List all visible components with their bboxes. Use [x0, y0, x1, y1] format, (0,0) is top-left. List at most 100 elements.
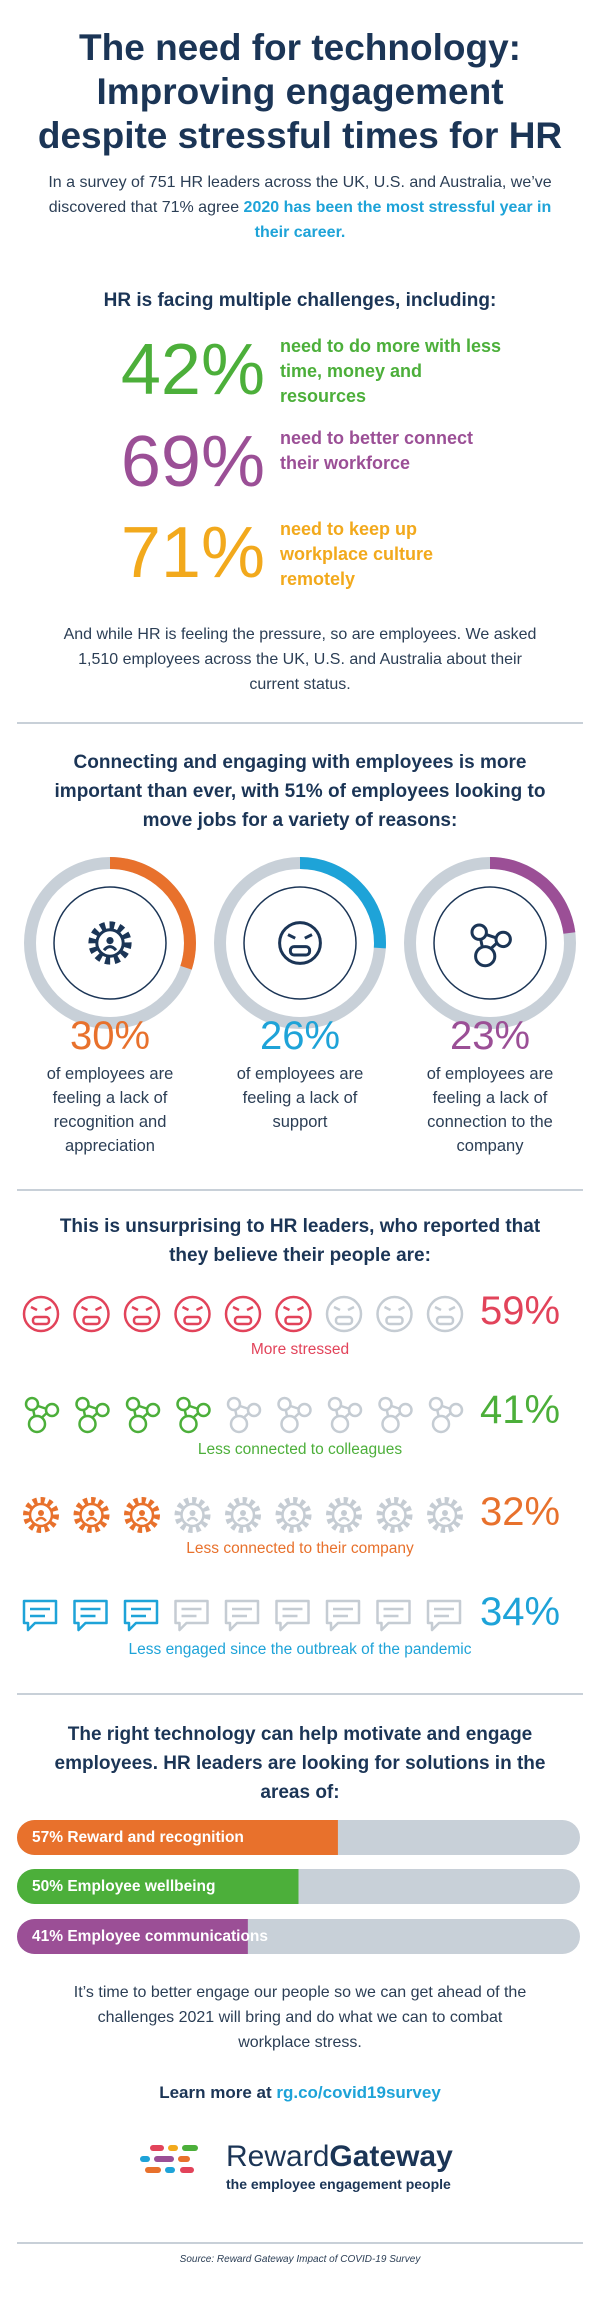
icon-part [106, 937, 114, 945]
icon-part [376, 1599, 411, 1632]
stat-number: 34% [480, 1590, 561, 1634]
icon-part [338, 1516, 350, 1522]
stat-text: need to keep up workplace culture remote… [280, 519, 434, 589]
stat-label: Less engaged since the outbreak of the p… [128, 1641, 472, 1658]
icon-part [85, 1516, 98, 1522]
icon-filled [73, 1599, 108, 1632]
icon-part [136, 1516, 148, 1522]
icon-filled [73, 1497, 110, 1533]
icon-empty [325, 1599, 361, 1632]
section-heading: Connecting and engaging with employees i… [54, 752, 546, 831]
icon-part [290, 1510, 297, 1516]
icon-part [224, 1599, 260, 1632]
donut-inner [433, 886, 547, 1000]
icon-part [376, 1497, 413, 1533]
icon-part [233, 1315, 253, 1326]
icon-part [383, 1305, 406, 1312]
icon-part [181, 1607, 202, 1618]
icon-empty [174, 1497, 211, 1533]
icon-part [124, 1497, 160, 1533]
icon-part [145, 1402, 161, 1418]
icon-part [237, 1516, 249, 1522]
icon-part [327, 1396, 343, 1412]
icon-part [347, 1402, 363, 1418]
icon-part [73, 1295, 110, 1333]
icon-filled [23, 1497, 59, 1533]
icon-empty [275, 1599, 310, 1632]
icon-part [82, 1315, 101, 1326]
intro-text: In a survey of 751 HR leaders across the… [48, 174, 552, 216]
icon-part [278, 921, 322, 965]
source: Source: Reward Gateway Impact of COVID-1… [179, 2254, 421, 2265]
donut-icon [470, 923, 512, 968]
icon-part [287, 933, 313, 940]
donut-icon [88, 921, 132, 965]
stat-text: of employees are feeling a lack of recog… [46, 1065, 174, 1155]
icon-part [494, 930, 512, 949]
icon-part [226, 1396, 242, 1412]
stat-text: of employees are feeling a lack of conne… [426, 1065, 554, 1155]
icon-empty [224, 1599, 260, 1632]
stat-number: 30% [69, 1014, 151, 1058]
icon-part [183, 1315, 202, 1326]
icon-part [186, 1516, 199, 1522]
icon-filled [224, 1295, 262, 1333]
icon-part [232, 1305, 254, 1312]
icon-part [189, 1510, 196, 1516]
icon-filled [174, 1295, 211, 1333]
icon-part [232, 1607, 252, 1618]
link[interactable]: rg.co/covid19survey [276, 2083, 441, 2102]
learn-more: Learn more at rg.co/covid19survey [0, 2083, 600, 2103]
icon-part [131, 1305, 153, 1312]
icon-filled [124, 1497, 160, 1533]
icon-part [35, 1516, 47, 1522]
section-text: It’s time to better engage our people so… [73, 1984, 527, 2051]
title-line: The need for technology: [79, 27, 521, 68]
icon-part [334, 1315, 354, 1326]
stat-number: 42% [120, 330, 265, 410]
icon-part [275, 1295, 312, 1333]
icon-part [128, 1414, 148, 1434]
icon-part [434, 1607, 454, 1618]
title: The need for technology: Improving engag… [0, 26, 600, 158]
intro-highlight: 2020 has been the most stressful year in… [243, 199, 552, 241]
icon-part [325, 1295, 363, 1333]
icon-part [246, 1402, 262, 1418]
icon-part [431, 1414, 451, 1434]
icon-part [378, 1396, 393, 1412]
icon-part [376, 1295, 413, 1333]
icon-part [73, 1599, 108, 1632]
stat-text: need to better connect their workforce [280, 428, 474, 473]
icon-part [326, 1497, 362, 1533]
stat-number: 69% [120, 422, 265, 502]
icon-part [282, 1607, 303, 1618]
icon-part [179, 1414, 198, 1434]
bar-label: 57% Reward and recognition [32, 1829, 244, 1846]
icon-part [80, 1607, 101, 1618]
icon-part [78, 1414, 97, 1434]
bar [17, 1820, 338, 1855]
bar-label: 50% Employee wellbeing [32, 1878, 216, 1895]
icon-part [284, 1315, 303, 1326]
icon-part [75, 1396, 90, 1412]
icon-empty [427, 1497, 463, 1533]
icon-part [181, 1305, 204, 1312]
icon-empty [428, 1396, 464, 1434]
donut-arc [404, 857, 576, 1029]
icon-part [224, 1295, 262, 1333]
icon-filled [22, 1599, 58, 1632]
icon-part [442, 1510, 448, 1516]
section-text: And while HR is feeling the pressure, so… [63, 626, 537, 693]
brand-logo-mark [140, 2145, 198, 2173]
icon-filled [22, 1295, 60, 1333]
icon-part [275, 1599, 310, 1632]
stat-number: 23% [449, 1014, 531, 1058]
stat-label: Less connected to their company [186, 1540, 414, 1557]
icon-part [38, 1510, 44, 1516]
stat-number: 71% [120, 513, 265, 593]
icon-empty [378, 1396, 413, 1434]
icon-empty [426, 1599, 462, 1632]
icon-empty [326, 1497, 362, 1533]
